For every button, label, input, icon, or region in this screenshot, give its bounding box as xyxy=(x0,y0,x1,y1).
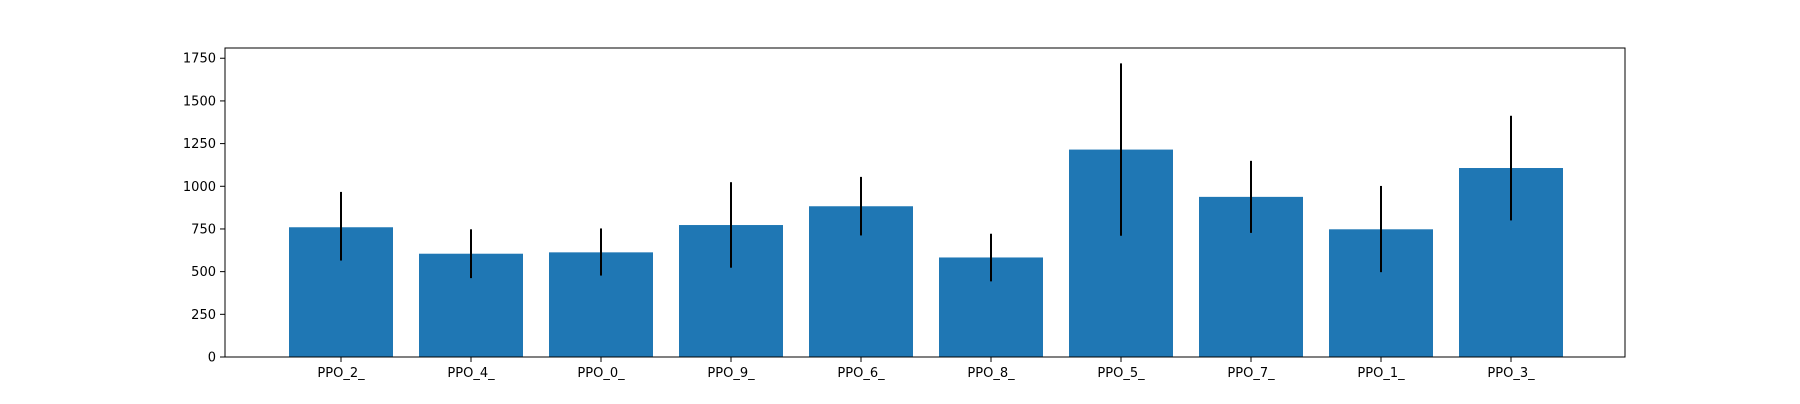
x-tick-label: PPO_8_ xyxy=(967,366,1015,381)
bars-layer xyxy=(289,149,1563,357)
x-tick-label: PPO_9_ xyxy=(707,366,755,381)
plot-frame xyxy=(224,47,1626,358)
x-tick-label: PPO_3_ xyxy=(1487,366,1535,381)
x-tick-label: PPO_5_ xyxy=(1097,366,1145,381)
y-tick-label: 1500 xyxy=(183,94,216,109)
x-tick-label: PPO_0_ xyxy=(577,366,625,381)
y-tick-label: 1250 xyxy=(183,137,216,152)
y-tick-label: 500 xyxy=(191,265,216,280)
axes-layer: 0 250 500 750 1000 1250 1500 1750 PPO_2_ PPO_4_ PP… xyxy=(183,47,1626,381)
x-tick-label: PPO_4_ xyxy=(447,366,495,381)
y-tick-label: 1750 xyxy=(183,52,216,67)
x-tick-label: PPO_1_ xyxy=(1357,366,1405,381)
errorbars-layer xyxy=(340,63,1512,282)
y-tick-label: 0 xyxy=(208,351,216,366)
x-tick-label: PPO_2_ xyxy=(317,366,365,381)
y-tick-label: 1000 xyxy=(183,180,216,195)
y-tick-label: 250 xyxy=(191,308,216,323)
x-tick-label: PPO_6_ xyxy=(837,366,885,381)
y-tick-label: 750 xyxy=(191,222,216,237)
x-tick-label: PPO_7_ xyxy=(1227,366,1275,381)
